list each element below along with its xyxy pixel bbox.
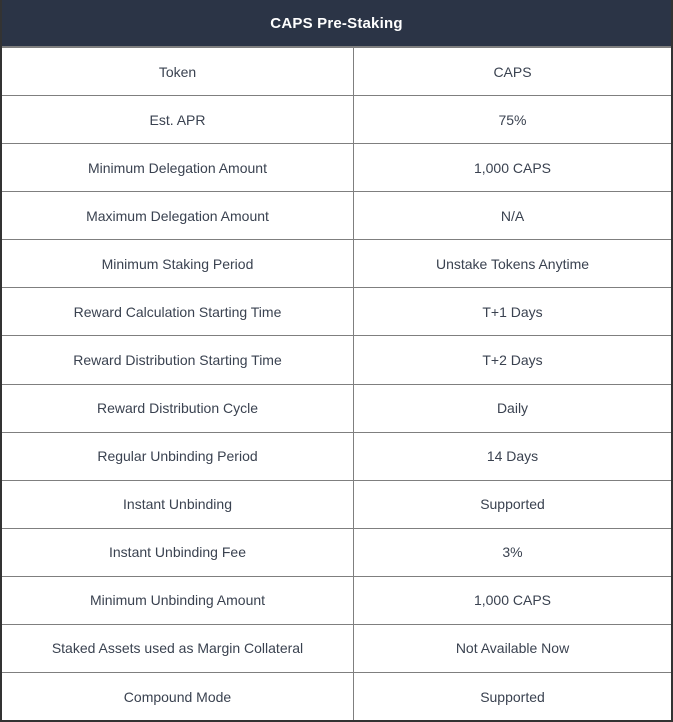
- row-value: T+2 Days: [482, 352, 543, 368]
- table-row: Reward Distribution Cycle Daily: [2, 384, 671, 433]
- table-row: Staked Assets used as Margin Collateral N…: [2, 624, 671, 674]
- row-value: 3%: [502, 544, 523, 561]
- table-row: Instant Unbinding Supported: [2, 480, 671, 529]
- row-label: Regular Unbinding Period: [2, 432, 354, 480]
- table-title: CAPS Pre-Staking: [270, 14, 403, 32]
- table-row: Minimum Unbinding Amount 1,000 CAPS: [2, 576, 671, 625]
- table-body: Token CAPS Est. APR 75% Minimum Delegation A…: [2, 48, 671, 721]
- row-label: Reward Distribution Cycle: [2, 384, 354, 432]
- row-value: Unstake Tokens Anytime: [435, 255, 590, 272]
- table-row: Est. APR 75%: [2, 96, 671, 145]
- row-label: Compound Mode: [2, 673, 354, 721]
- row-label: Minimum Delegation Amount: [2, 144, 354, 192]
- table-row: Instant Unbinding Fee 3%: [2, 528, 671, 577]
- table-row: Compound Mode Supported: [2, 673, 671, 721]
- row-value: 1,000 CAPS: [473, 159, 552, 176]
- row-label: Minimum Unbinding Amount: [2, 576, 354, 624]
- row-label: Token: [2, 48, 354, 96]
- row-value: CAPS: [493, 63, 532, 80]
- row-value: Not Available Now: [455, 640, 570, 657]
- row-value: Daily: [496, 400, 529, 417]
- row-value: N/A: [500, 207, 525, 224]
- row-label: Reward Distribution Starting Time: [2, 336, 354, 384]
- row-label: Est. APR: [2, 96, 354, 144]
- row-label: Staked Assets used as Margin Collateral: [2, 624, 354, 673]
- table-row: Minimum Delegation Amount 1,000 CAPS: [2, 144, 671, 193]
- row-label: Instant Unbinding Fee: [2, 528, 354, 576]
- table-row: Minimum Staking Period Unstake Tokens Any…: [2, 240, 671, 289]
- row-value: Supported: [480, 688, 545, 705]
- table-row: Reward Calculation Starting Time T+1 Days: [2, 288, 671, 337]
- row-value: T+1 Days: [482, 303, 543, 320]
- table-row: Reward Distribution Starting Time T+2 Day…: [2, 336, 671, 385]
- row-value: 75%: [498, 111, 527, 128]
- row-value: Supported: [480, 496, 545, 513]
- table-row: Maximum Delegation Amount N/A: [2, 192, 671, 241]
- row-value: 1,000 CAPS: [473, 592, 552, 609]
- table-row: Token CAPS: [2, 48, 671, 97]
- row-value: 14 Days: [486, 448, 539, 465]
- table-row: Regular Unbinding Period 14 Days: [2, 432, 671, 481]
- row-label: Minimum Staking Period: [2, 240, 354, 288]
- row-label: Instant Unbinding: [2, 480, 354, 528]
- table-header: CAPS Pre-Staking: [2, 0, 671, 48]
- row-label: Maximum Delegation Amount: [2, 192, 354, 240]
- row-label: Reward Calculation Starting Time: [2, 288, 354, 336]
